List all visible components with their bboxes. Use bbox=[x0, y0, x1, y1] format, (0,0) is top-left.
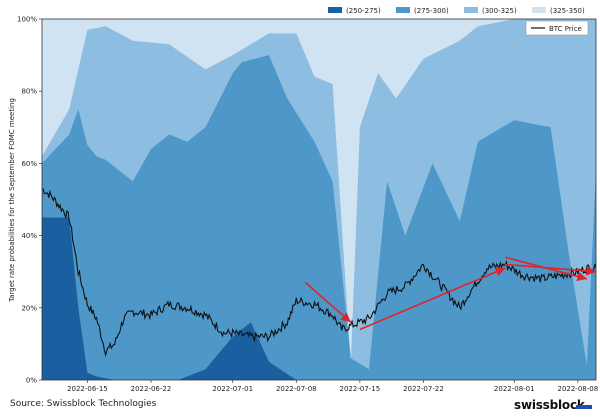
btc-price-line bbox=[42, 188, 596, 358]
plot-frame bbox=[41, 18, 597, 381]
x-tick-label: 2022-06-22 bbox=[131, 385, 172, 393]
y-tick-label: 60% bbox=[21, 160, 37, 168]
x-tick-label: 2022-07-22 bbox=[403, 385, 444, 393]
legend-swatch bbox=[396, 7, 410, 13]
legend-label: (300-325) bbox=[482, 7, 517, 15]
source-text: Source: Swissblock Technologies bbox=[10, 399, 157, 409]
red-arrow bbox=[304, 281, 352, 323]
x-tick-label: 2022-07-01 bbox=[212, 385, 253, 393]
red-arrow bbox=[505, 263, 597, 276]
y-tick-label: 40% bbox=[21, 232, 37, 240]
x-tick-label: 2022-08-08 bbox=[557, 385, 598, 393]
x-tick-label: 2022-07-15 bbox=[340, 385, 381, 393]
x-tick-label: 2022-08-01 bbox=[494, 385, 535, 393]
annotations bbox=[304, 256, 597, 331]
legend-swatch bbox=[328, 7, 342, 13]
red-arrow bbox=[359, 267, 506, 331]
axes: 0% 20% 40% 60% 80% 100% 2022-06-15 2022-06-22 20… bbox=[17, 16, 598, 394]
legend: (250-275) (275-300) (300-325) (325-350) bbox=[328, 7, 585, 15]
y-tick-label: 100% bbox=[17, 16, 37, 24]
x-tick-label: 2022-07-08 bbox=[276, 385, 317, 393]
y-tick-label: 20% bbox=[21, 304, 37, 312]
legend-label: (325-350) bbox=[550, 7, 585, 15]
area-275-300 bbox=[42, 55, 596, 380]
legend-swatch bbox=[464, 7, 478, 13]
brand-logo: swissblock bbox=[514, 398, 585, 412]
x-tick-label: 2022-06-15 bbox=[67, 385, 108, 393]
plot-areas bbox=[42, 19, 596, 380]
legend-label: (275-300) bbox=[414, 7, 449, 15]
line-legend-box: BTC Price bbox=[525, 20, 589, 36]
legend-swatch bbox=[532, 7, 546, 13]
brand-mark-icon bbox=[576, 405, 592, 409]
y-axis-label: Target rate probabilities for the Septem… bbox=[8, 98, 16, 303]
y-tick-label: 0% bbox=[26, 377, 37, 385]
legend-label: (250-275) bbox=[346, 7, 381, 15]
legend-btc-price: BTC Price bbox=[549, 25, 582, 33]
y-tick-label: 80% bbox=[21, 88, 37, 96]
